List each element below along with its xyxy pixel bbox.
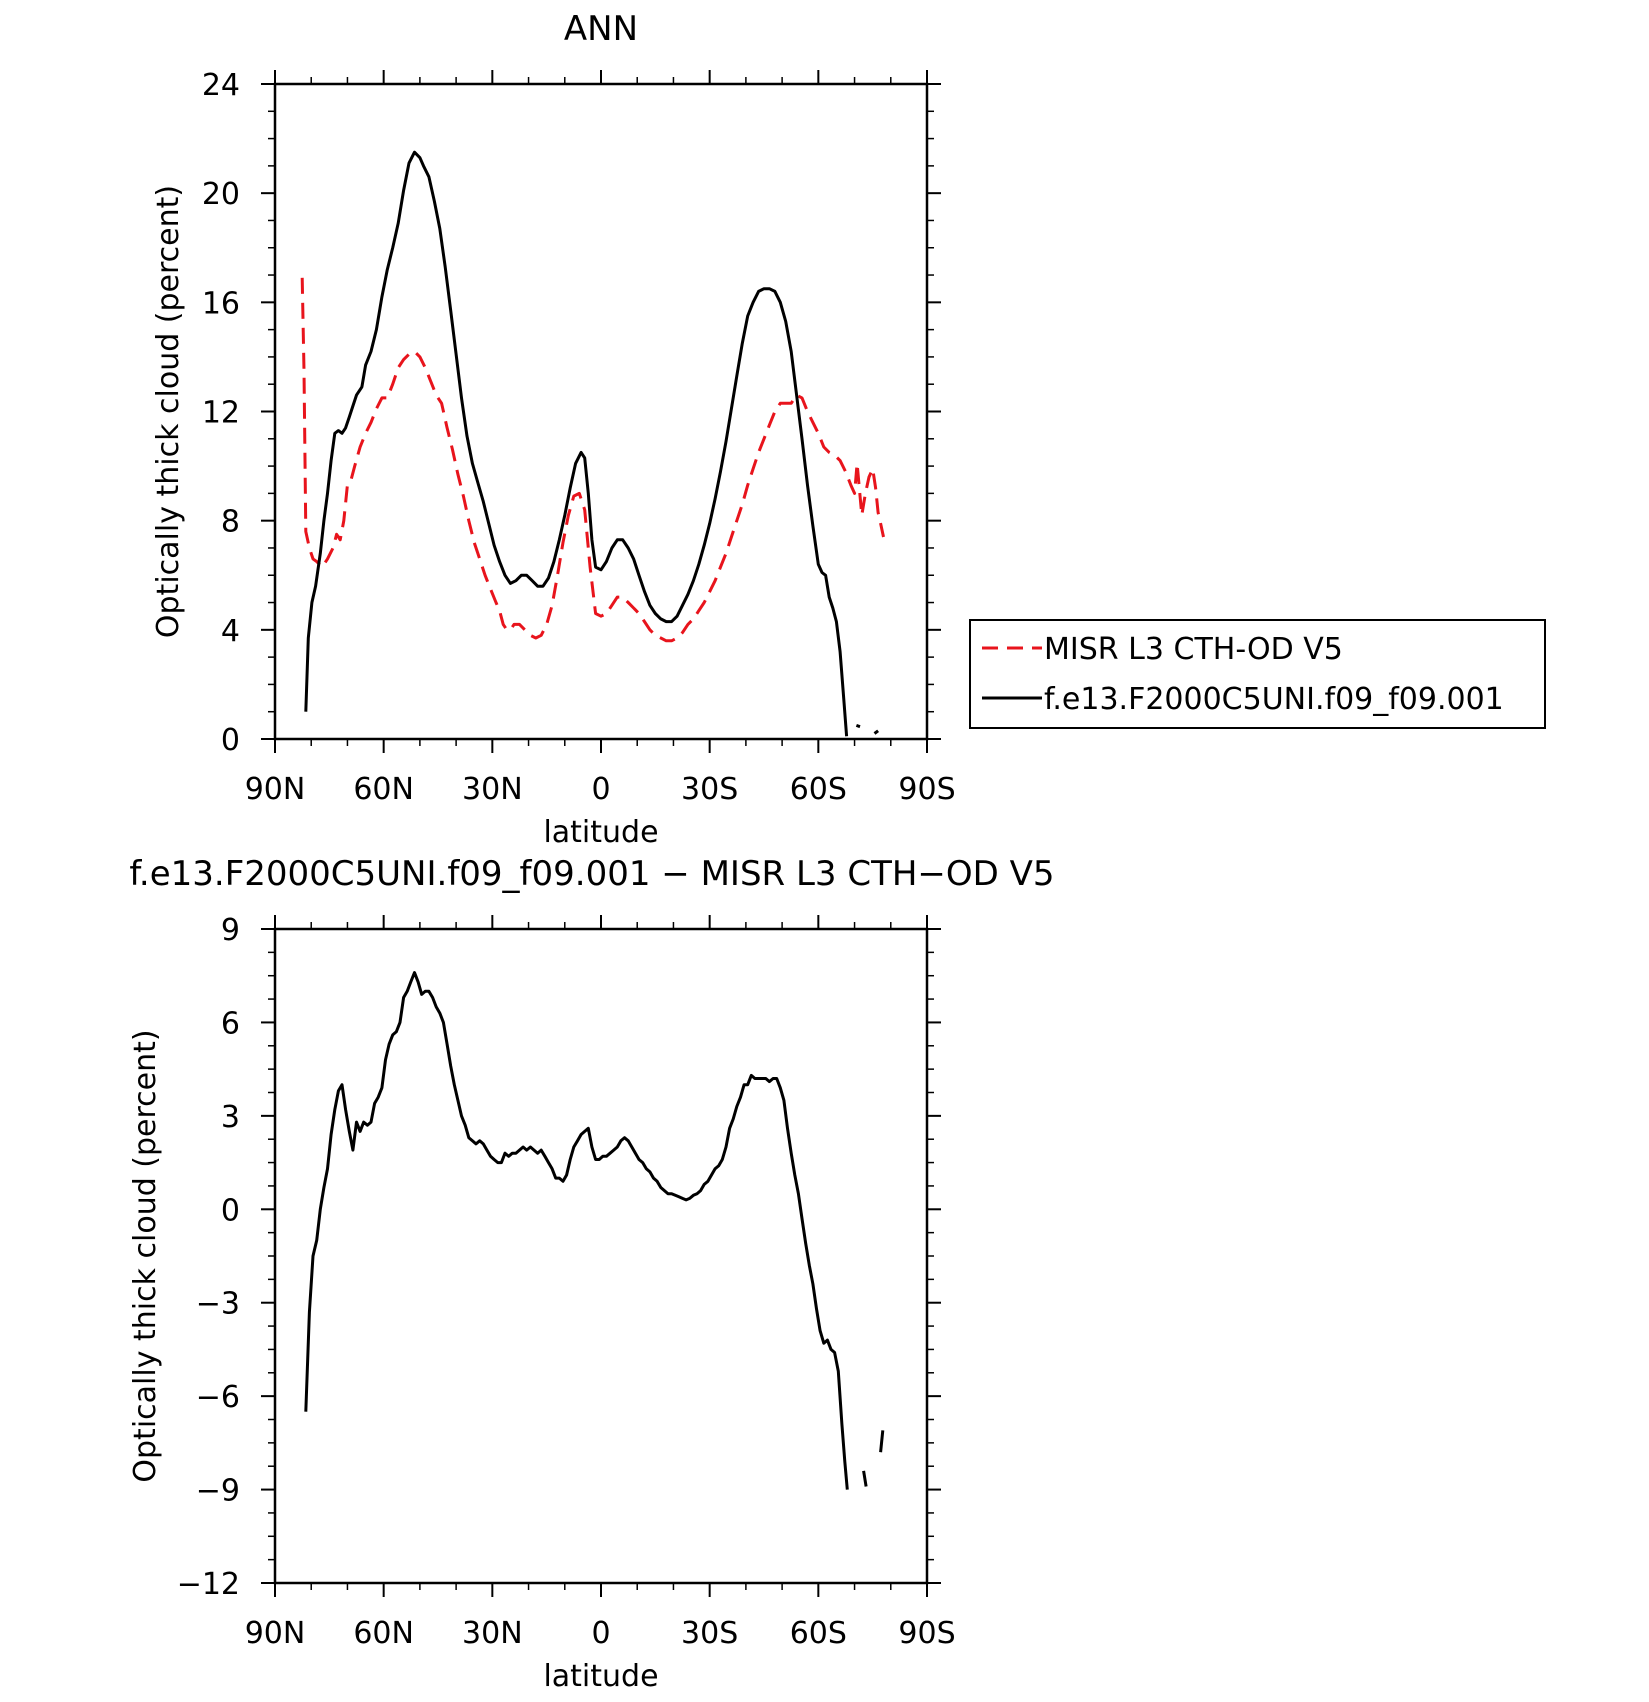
- series-fragment-1: [879, 1430, 885, 1453]
- x-tick-label: 30N: [462, 772, 523, 807]
- series-line-1: [300, 277, 885, 643]
- y-tick-label: 8: [221, 505, 240, 540]
- plot-frame: [273, 82, 929, 741]
- chart-panel-2: f.e13.F2000C5UNI.f09_f09.001 − MISR L3 C…: [128, 854, 1055, 1694]
- y-tick-label: 24: [202, 68, 240, 103]
- x-tick-label: 90S: [898, 772, 955, 807]
- x-tick-label: 0: [591, 1616, 610, 1651]
- y-axis-label: Optically thick cloud (percent): [151, 185, 186, 638]
- x-tick-label: 90N: [245, 1616, 306, 1651]
- series-fragment-2: [855, 723, 861, 729]
- y-tick-label: 3: [221, 1100, 240, 1135]
- series-fragment-1: [862, 1470, 868, 1487]
- x-tick-label: 30S: [681, 1616, 738, 1651]
- y-tick-label: −3: [196, 1287, 240, 1322]
- x-tick-label: 60S: [790, 772, 847, 807]
- chart-title: f.e13.F2000C5UNI.f09_f09.001 − MISR L3 C…: [129, 854, 1054, 894]
- x-axis-label: latitude: [543, 815, 658, 850]
- x-tick-label: 90S: [898, 1616, 955, 1651]
- y-tick-label: 6: [221, 1006, 240, 1041]
- x-tick-label: 90N: [245, 772, 306, 807]
- y-tick-label: 9: [221, 913, 240, 948]
- chart-title: ANN: [564, 9, 638, 49]
- series-line-1: [304, 971, 849, 1490]
- series-line-2: [304, 150, 849, 737]
- y-tick-label: −9: [196, 1474, 240, 1509]
- y-tick-label: 4: [221, 614, 240, 649]
- chart-legend: MISR L3 CTH-OD V5 f.e13.F2000C5UNI.f09_f0…: [969, 619, 1546, 729]
- y-tick-label: 0: [221, 1193, 240, 1228]
- plot-frame: [273, 927, 929, 1585]
- y-tick-label: −12: [177, 1567, 240, 1602]
- legend-box: [969, 619, 1546, 729]
- y-tick-label: 20: [202, 177, 240, 212]
- y-axis-label: Optically thick cloud (percent): [128, 1029, 163, 1482]
- legend-label: f.e13.F2000C5UNI.f09_f09.001: [1044, 682, 1504, 717]
- y-tick-label: 0: [221, 723, 240, 758]
- y-tick-label: 12: [202, 396, 240, 431]
- y-tick-label: 16: [202, 286, 240, 321]
- legend-label: MISR L3 CTH-OD V5: [1044, 632, 1343, 667]
- y-tick-label: −6: [196, 1380, 240, 1415]
- series-fragment-2: [873, 729, 879, 735]
- x-tick-label: 30S: [681, 772, 738, 807]
- x-tick-label: 60S: [790, 1616, 847, 1651]
- x-axis-label: latitude: [543, 1659, 658, 1694]
- x-tick-label: 30N: [462, 1616, 523, 1651]
- x-tick-label: 60N: [353, 772, 414, 807]
- chart-panel-1: ANN 90N 60N 30N 0 30S 60S 90S 0 4 8 12 16 20 24 latitud…: [151, 9, 1546, 850]
- x-tick-label: 60N: [353, 1616, 414, 1651]
- x-tick-label: 0: [591, 772, 610, 807]
